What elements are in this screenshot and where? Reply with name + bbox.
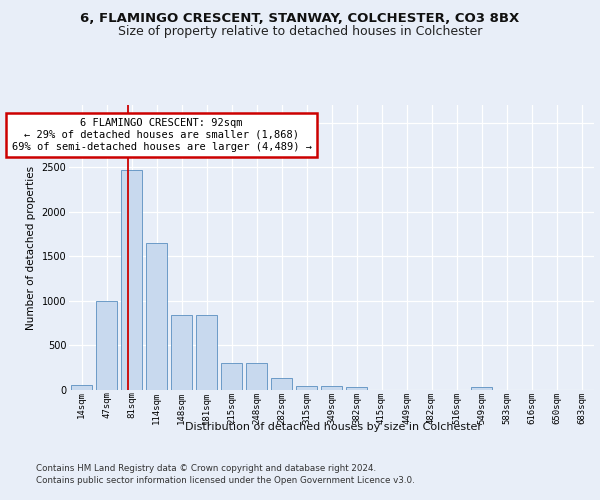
Bar bbox=[221, 363, 242, 390]
Text: 6, FLAMINGO CRESCENT, STANWAY, COLCHESTER, CO3 8BX: 6, FLAMINGO CRESCENT, STANWAY, COLCHESTE… bbox=[80, 12, 520, 26]
Bar bbox=[121, 170, 142, 390]
Text: Contains HM Land Registry data © Crown copyright and database right 2024.: Contains HM Land Registry data © Crown c… bbox=[36, 464, 376, 473]
Bar bbox=[321, 386, 342, 390]
Bar bbox=[71, 384, 92, 390]
Text: Size of property relative to detached houses in Colchester: Size of property relative to detached ho… bbox=[118, 25, 482, 38]
Text: Distribution of detached houses by size in Colchester: Distribution of detached houses by size … bbox=[185, 422, 482, 432]
Bar bbox=[171, 315, 192, 390]
Y-axis label: Number of detached properties: Number of detached properties bbox=[26, 166, 36, 330]
Bar bbox=[346, 387, 367, 390]
Bar bbox=[271, 378, 292, 390]
Bar bbox=[146, 243, 167, 390]
Bar bbox=[196, 315, 217, 390]
Bar bbox=[246, 363, 267, 390]
Text: Contains public sector information licensed under the Open Government Licence v3: Contains public sector information licen… bbox=[36, 476, 415, 485]
Text: 6 FLAMINGO CRESCENT: 92sqm
← 29% of detached houses are smaller (1,868)
69% of s: 6 FLAMINGO CRESCENT: 92sqm ← 29% of deta… bbox=[11, 118, 311, 152]
Bar bbox=[471, 387, 492, 390]
Bar bbox=[296, 386, 317, 390]
Bar bbox=[96, 301, 117, 390]
